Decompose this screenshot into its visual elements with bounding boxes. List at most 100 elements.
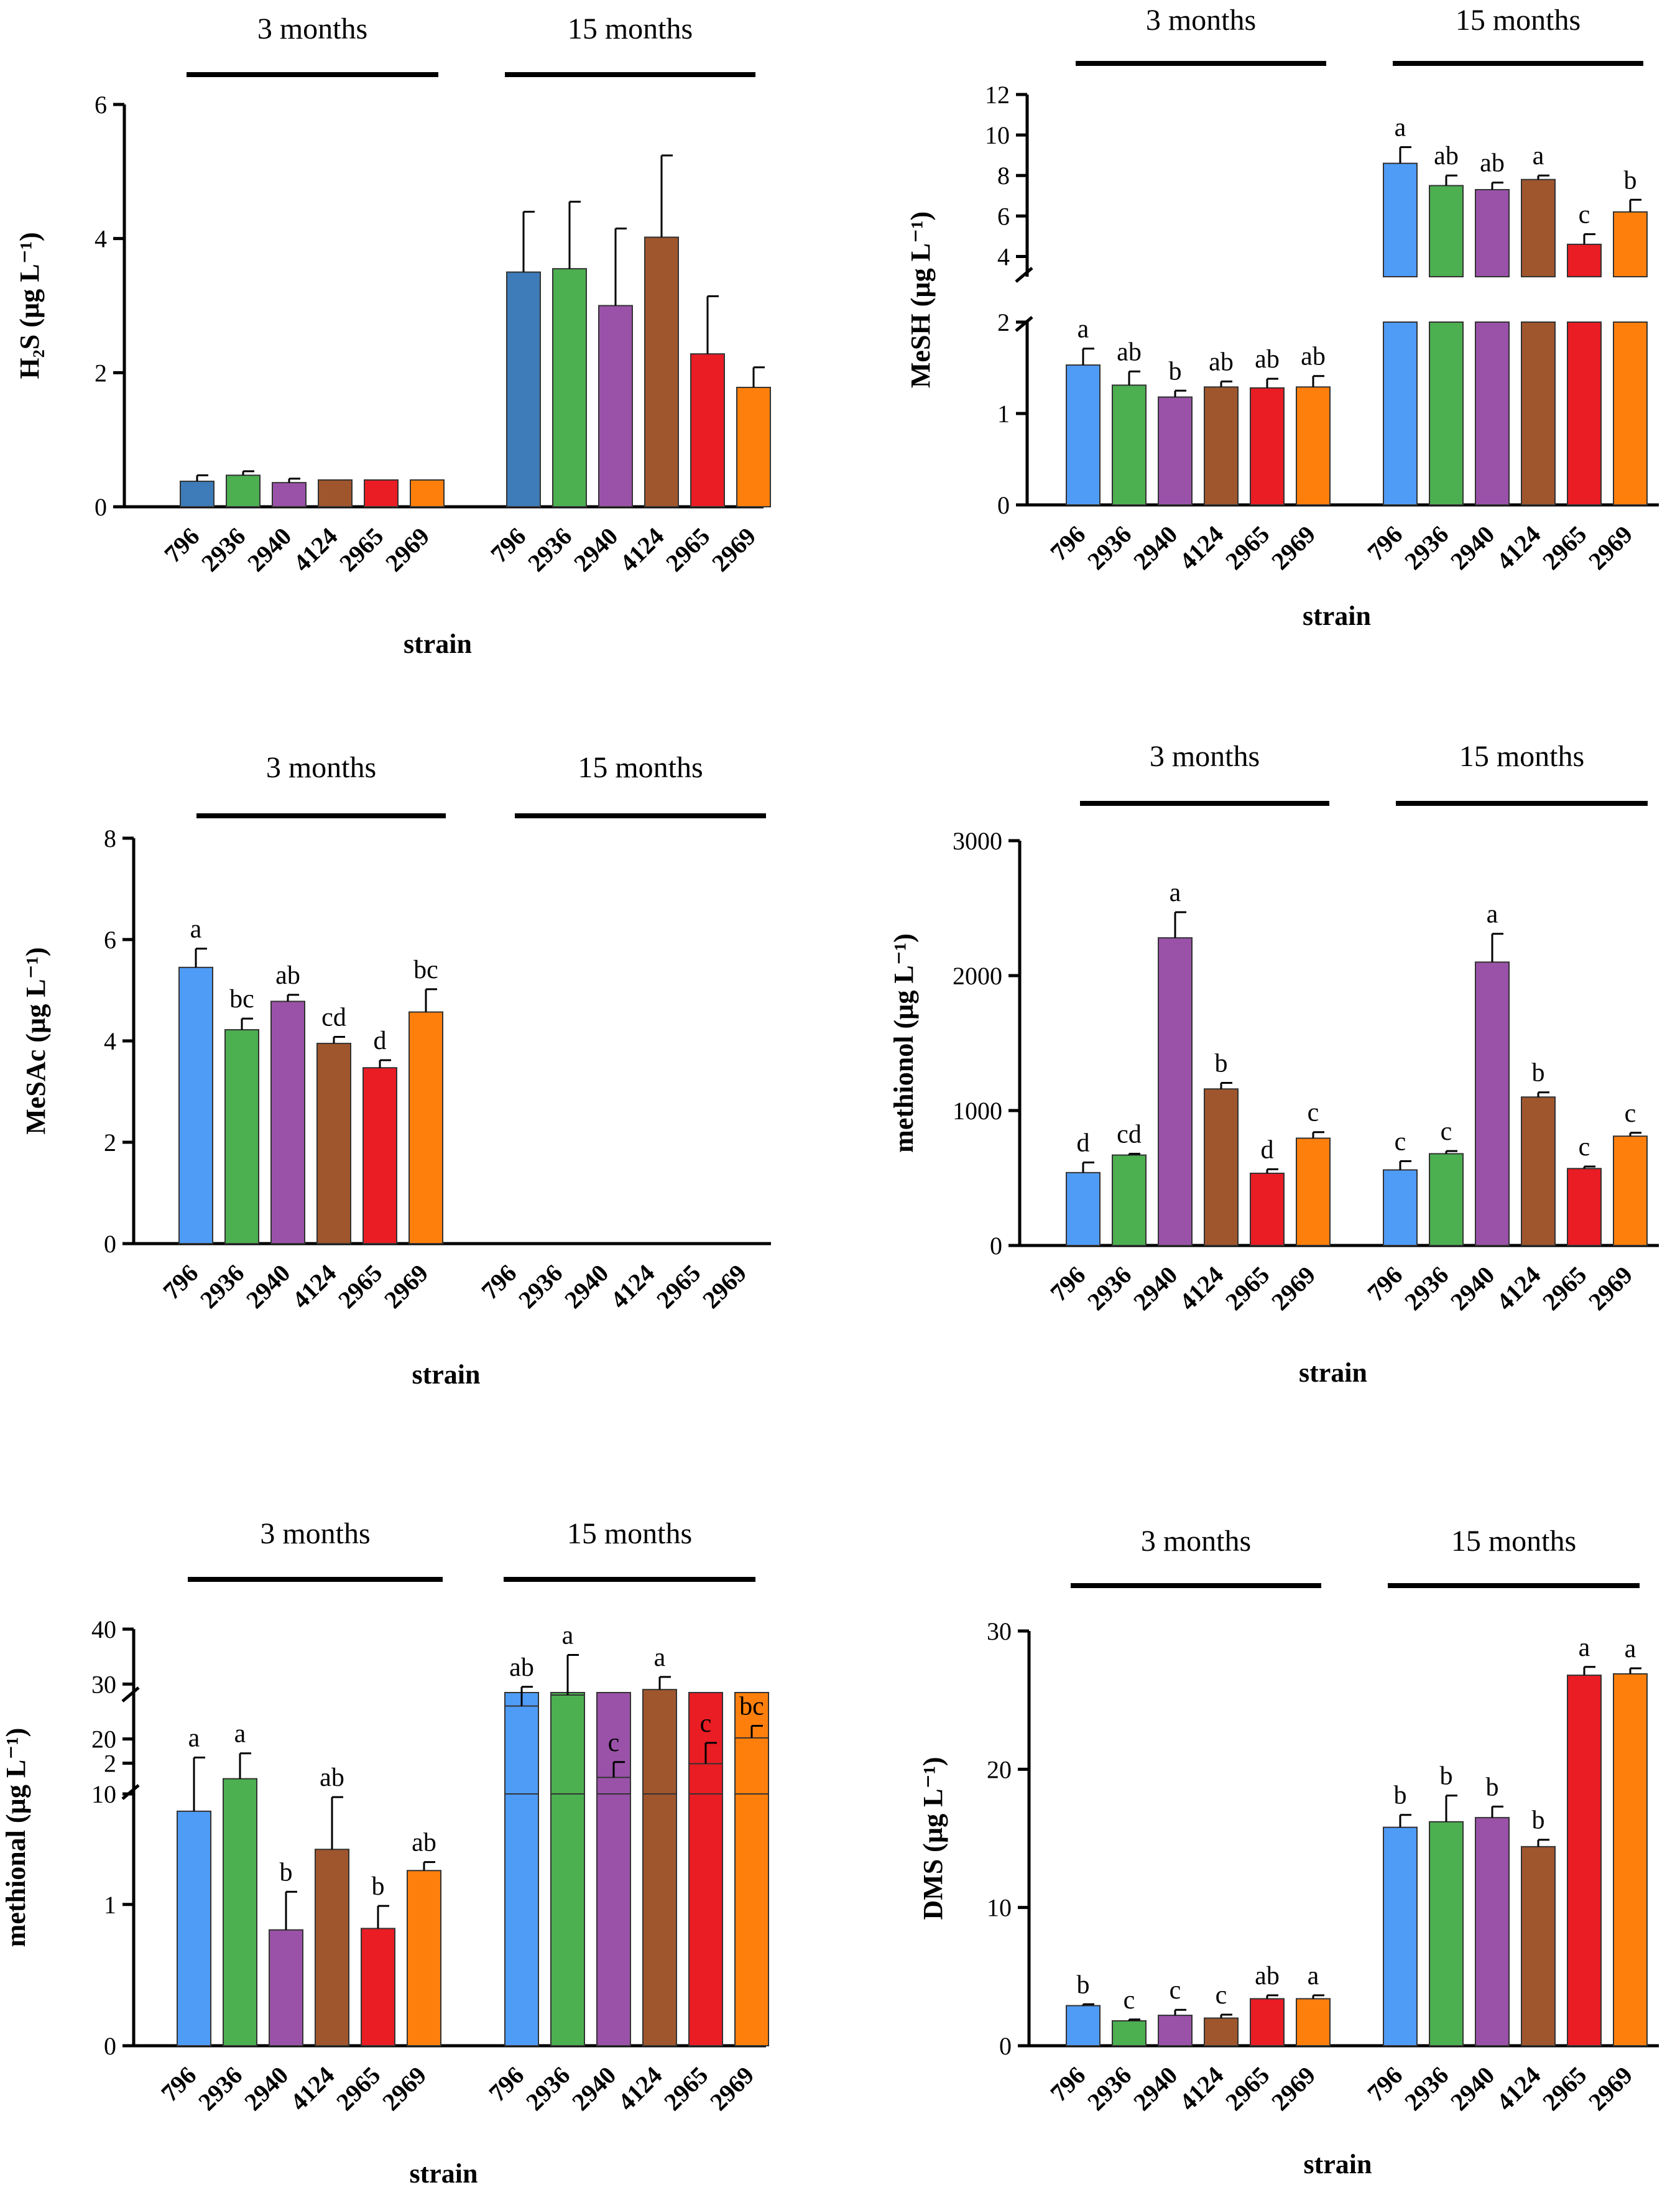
group-label: 15 months [1459,740,1584,773]
x-tick-label: 2940 [568,522,623,577]
y-tick-label: 8 [104,825,116,852]
x-tick-label: 4124 [285,2061,339,2116]
x-tick-label: 2940 [239,2061,293,2116]
x-tick-label: 2936 [522,522,577,577]
significance-letter: b [1440,1762,1453,1791]
significance-letter: b [1624,166,1637,195]
x-tick-label: 2965 [334,522,389,577]
significance-letter: b [1532,1806,1545,1835]
x-tick-label: 2936 [513,1259,568,1314]
bar-2940 [1475,1817,1510,2046]
x-tick-label: 796 [1362,520,1408,566]
y-axis-title: methionol (µg L⁻¹) [888,933,919,1153]
x-tick-label: 796 [1045,1261,1091,1307]
significance-letter: b [1486,1773,1499,1801]
bar-2940 [1158,937,1193,1246]
significance-letter: ab [509,1653,534,1682]
x-tick-label: 2936 [1399,1261,1454,1316]
x-tick-label: 796 [159,522,205,568]
y-axis-title: MeSAc (µg L⁻¹) [21,947,51,1134]
significance-letter: a [1078,315,1089,344]
bar-2936 [1429,1153,1464,1246]
bar-2965-upper [1567,243,1602,277]
x-tick-label: 796 [1362,2061,1408,2107]
x-tick-label: 4124 [614,522,669,577]
x-tick-label: 2965 [1220,1261,1275,1316]
bar-796 [178,966,213,1244]
bar-4124 [318,479,353,507]
y-tick-label: 20 [91,1726,116,1753]
x-tick-label: 2936 [196,522,251,577]
bar-796 [180,481,215,507]
x-tick-label: 4124 [1491,2061,1546,2116]
x-tick-label: 2965 [660,522,715,577]
significance-letter: ab [1255,1962,1280,1990]
y-tick-label: 0 [999,2032,1012,2060]
y-tick-label: 1000 [953,1097,1002,1125]
significance-letter: ab [412,1829,436,1857]
significance-letter: c [1579,201,1590,229]
x-tick-label: 2936 [195,1259,249,1314]
x-tick-label: 796 [476,1259,522,1305]
significance-letter: b [372,1872,385,1901]
y-tick-label: 10 [987,1894,1012,1922]
bar-796 [1066,364,1101,506]
y-tick-label: 2 [104,1129,116,1157]
x-tick-label: 2965 [651,1259,706,1314]
y-axis-title: methional (µg L⁻¹) [1,1728,31,1947]
y-tick-label: 6 [104,926,116,954]
y-tick-label: 2000 [953,962,1002,990]
x-tick-label: 4124 [1491,520,1546,575]
bar-2965 [1567,321,1602,506]
y-tick-label: 2 [997,308,1010,336]
x-tick-label: 4124 [1491,1261,1546,1316]
y-tick-label: 12 [985,81,1010,109]
bar-2965 [361,1928,395,2047]
bar-796 [1066,2005,1101,2047]
bar-2936 [1429,321,1464,506]
bar-2936-upper [1429,185,1464,277]
significance-letter: ab [1209,348,1234,377]
x-tick-label: 4124 [1174,520,1229,575]
x-tick-label: 796 [483,2061,529,2107]
bar-2965 [1250,1172,1285,1247]
significance-letter: a [1170,879,1181,907]
x-tick-label: 4124 [288,522,343,577]
bar-2936 [1112,384,1147,506]
x-tick-label: 2936 [520,2061,575,2116]
x-tick-label: 2965 [1220,520,1275,575]
y-axis-title: H₂S (µg L⁻¹) [14,232,45,379]
x-tick-label: 796 [157,1259,203,1305]
axis-break-mark [121,1784,140,1800]
group-label: 15 months [567,1517,692,1550]
bar-2969 [1296,1998,1331,2047]
group-label: 15 months [1451,1525,1576,1558]
group-label: 3 months [1150,740,1260,773]
significance-letter: b [1077,1971,1090,1999]
x-tick-label: 2965 [1537,1261,1592,1316]
y-tick-label: 1 [104,1891,116,1919]
significance-letter: c [1441,1117,1452,1146]
axis-break-mark [121,1686,140,1703]
x-tick-label: 796 [1045,2061,1091,2107]
bar-4124 [1204,2017,1239,2047]
x-tick-label: 2940 [1445,1261,1500,1316]
x-tick-label: 2969 [379,1259,433,1314]
bar-4124-upper [642,1689,677,1795]
bar-2965 [1567,1168,1602,1247]
bar-2965 [362,1067,397,1244]
y-tick-label: 6 [95,91,107,119]
x-tick-label: 2969 [1266,1261,1321,1316]
significance-letter: b [1532,1059,1545,1088]
x-tick-label: 2940 [1128,520,1183,575]
significance-letter: ab [275,961,300,990]
y-tick-label: 4 [997,243,1010,270]
y-tick-label: 3000 [953,827,1002,855]
significance-letter: bc [229,985,254,1014]
bar-2969-upper [1613,211,1648,278]
x-tick-label: 2936 [1082,520,1137,575]
bar-2936 [223,1778,257,2047]
y-tick-label: 20 [987,1755,1012,1783]
x-tick-label: 2940 [1445,520,1500,575]
significance-letter: d [374,1027,387,1055]
